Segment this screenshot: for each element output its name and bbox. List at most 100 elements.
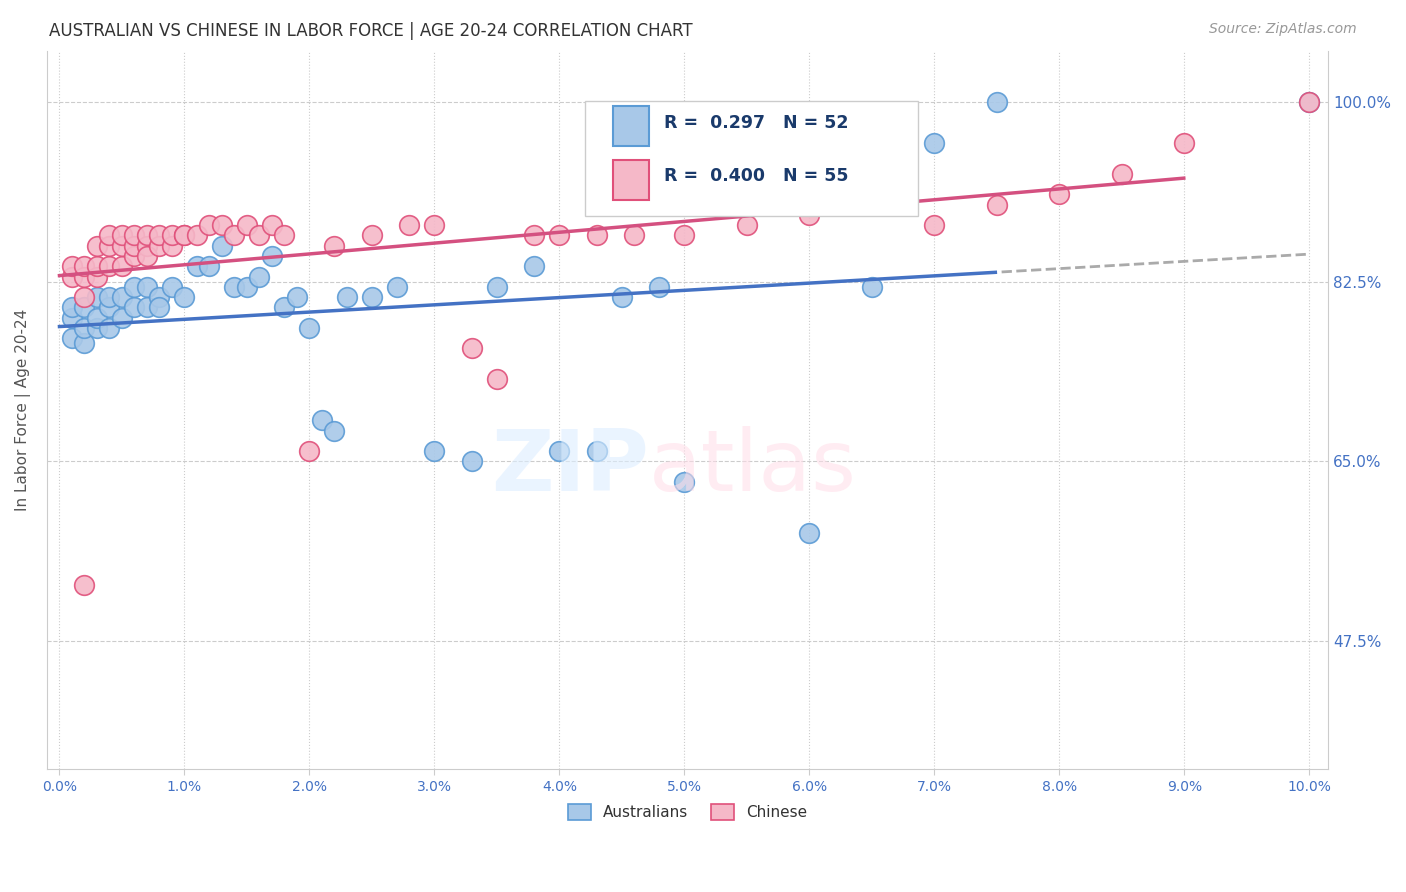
Point — [98, 301, 121, 315]
Point — [548, 228, 571, 243]
Point — [224, 280, 246, 294]
Point — [124, 280, 146, 294]
Text: Source: ZipAtlas.com: Source: ZipAtlas.com — [1209, 22, 1357, 37]
Point — [148, 238, 170, 252]
Point — [186, 228, 208, 243]
Point — [799, 208, 821, 222]
Point — [136, 280, 159, 294]
Point — [86, 260, 108, 274]
Point — [86, 310, 108, 325]
Point — [111, 228, 134, 243]
Point — [260, 218, 283, 232]
Point — [860, 197, 883, 211]
Point — [236, 218, 259, 232]
Point — [73, 577, 96, 591]
Point — [111, 310, 134, 325]
Point — [273, 301, 295, 315]
Point — [173, 228, 195, 243]
Point — [323, 238, 346, 252]
Point — [986, 197, 1008, 211]
Point — [124, 301, 146, 315]
Point — [73, 336, 96, 351]
Point — [485, 280, 508, 294]
Point — [311, 413, 333, 427]
Point — [298, 321, 321, 335]
Point — [1298, 95, 1320, 109]
Point — [523, 260, 546, 274]
Point — [198, 218, 221, 232]
Point — [648, 280, 671, 294]
FancyBboxPatch shape — [585, 101, 918, 216]
Point — [73, 260, 96, 274]
Point — [361, 228, 384, 243]
Point — [86, 269, 108, 284]
Point — [173, 290, 195, 304]
Point — [461, 454, 484, 468]
Point — [73, 290, 96, 304]
Point — [98, 321, 121, 335]
Point — [799, 526, 821, 541]
Point — [98, 290, 121, 304]
Point — [924, 218, 946, 232]
Point — [298, 444, 321, 458]
Point — [136, 238, 159, 252]
Point — [86, 238, 108, 252]
FancyBboxPatch shape — [613, 106, 650, 146]
Point — [136, 249, 159, 263]
Text: R =  0.297   N = 52: R = 0.297 N = 52 — [665, 113, 849, 131]
Point — [211, 238, 233, 252]
Y-axis label: In Labor Force | Age 20-24: In Labor Force | Age 20-24 — [15, 309, 31, 511]
Point — [924, 136, 946, 150]
Point — [111, 290, 134, 304]
Point — [124, 228, 146, 243]
Text: AUSTRALIAN VS CHINESE IN LABOR FORCE | AGE 20-24 CORRELATION CHART: AUSTRALIAN VS CHINESE IN LABOR FORCE | A… — [49, 22, 693, 40]
Point — [98, 238, 121, 252]
Point — [124, 249, 146, 263]
Point — [735, 218, 758, 232]
Point — [186, 260, 208, 274]
Point — [586, 228, 609, 243]
Point — [860, 280, 883, 294]
Point — [73, 321, 96, 335]
Point — [398, 218, 420, 232]
Point — [323, 424, 346, 438]
Point — [86, 321, 108, 335]
Point — [273, 228, 295, 243]
Point — [136, 228, 159, 243]
Text: ZIP: ZIP — [491, 426, 650, 509]
Point — [1047, 187, 1070, 202]
Point — [224, 228, 246, 243]
Point — [735, 177, 758, 191]
Point — [60, 301, 83, 315]
Point — [160, 280, 183, 294]
Point — [148, 301, 170, 315]
Point — [285, 290, 308, 304]
Point — [485, 372, 508, 386]
Point — [60, 260, 83, 274]
Point — [423, 444, 446, 458]
Point — [111, 238, 134, 252]
Legend: Australians, Chinese: Australians, Chinese — [561, 798, 814, 826]
Point — [86, 290, 108, 304]
Point — [461, 342, 484, 356]
Point — [136, 301, 159, 315]
Point — [260, 249, 283, 263]
Point — [1298, 95, 1320, 109]
Point — [111, 260, 134, 274]
Point — [249, 228, 271, 243]
Point — [98, 228, 121, 243]
Point — [249, 269, 271, 284]
Point — [148, 228, 170, 243]
Point — [60, 269, 83, 284]
Point — [148, 290, 170, 304]
Point — [173, 228, 195, 243]
Point — [60, 310, 83, 325]
Point — [673, 475, 696, 489]
Point — [1173, 136, 1195, 150]
Point — [523, 228, 546, 243]
Point — [623, 228, 645, 243]
Point — [236, 280, 259, 294]
Point — [610, 290, 633, 304]
Point — [73, 269, 96, 284]
Point — [336, 290, 359, 304]
